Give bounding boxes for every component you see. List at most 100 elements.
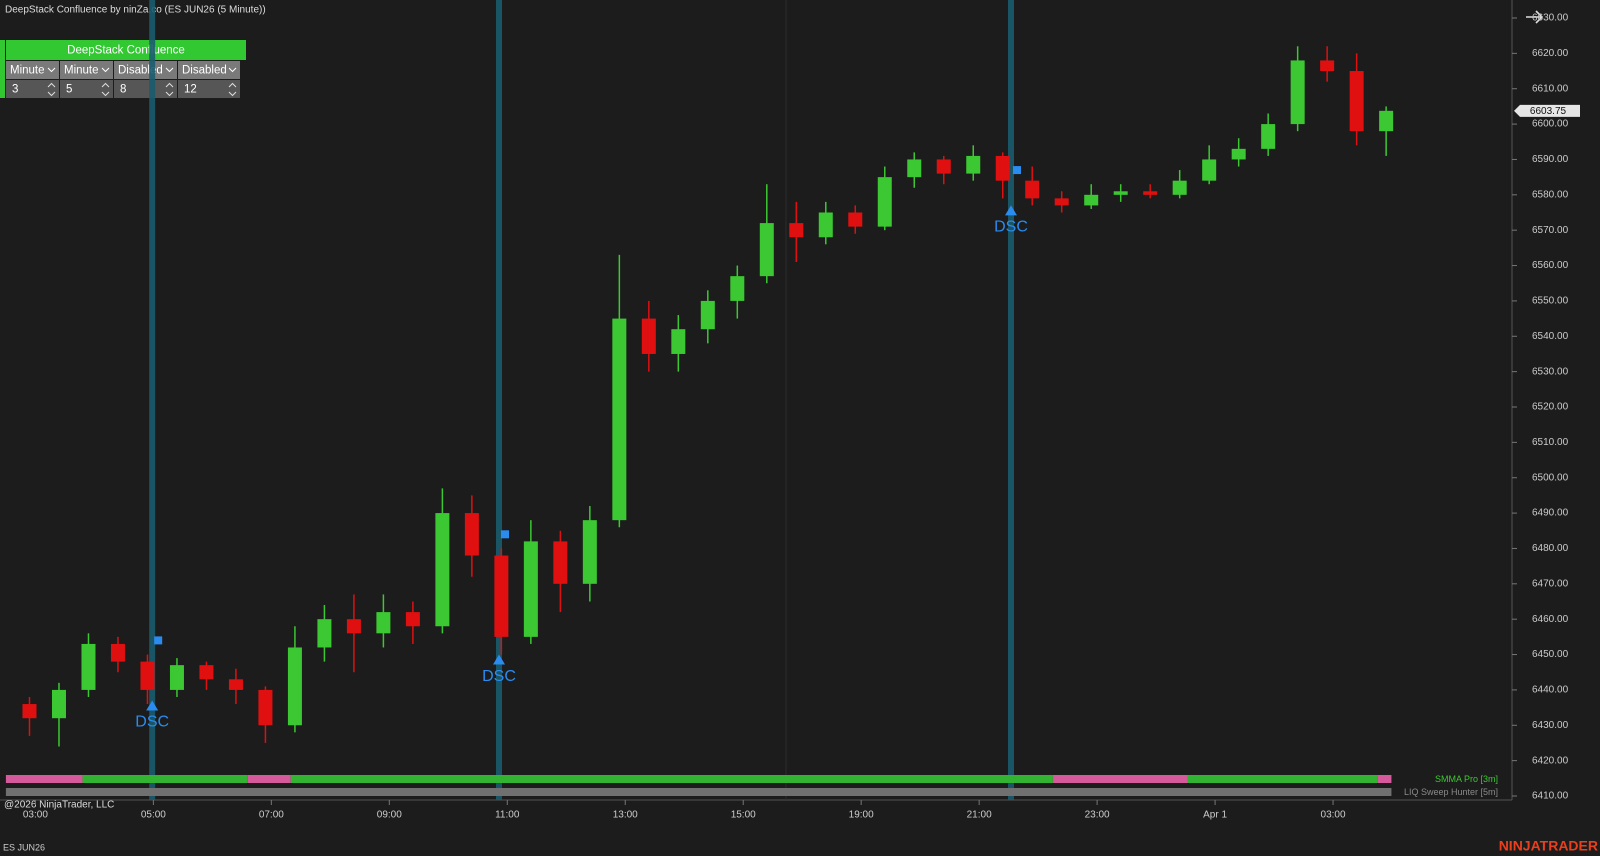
candle-body — [405, 612, 420, 627]
spinner — [101, 82, 110, 97]
number-input[interactable] — [178, 80, 240, 98]
dropdown-chevron — [101, 67, 110, 73]
candle-body — [848, 212, 863, 227]
x-tick-label: Apr 1 — [1203, 810, 1227, 821]
candle-body — [1025, 180, 1040, 199]
x-tick-label: 07:00 — [259, 810, 284, 821]
candle-body — [936, 159, 951, 174]
x-tick-label: 03:00 — [23, 810, 48, 821]
band-segment — [1377, 775, 1392, 783]
band-label: SMMA Pro [3m] — [1435, 774, 1498, 784]
y-tick-label: 6490.00 — [1532, 508, 1569, 519]
candle-body — [582, 520, 597, 584]
dropdown[interactable] — [114, 61, 177, 79]
dropdown[interactable] — [6, 61, 59, 79]
dropdown[interactable] — [60, 61, 113, 79]
y-tick-label: 6600.00 — [1532, 119, 1569, 130]
candle-body — [22, 704, 37, 719]
candle-body — [700, 300, 715, 330]
band-segment — [5, 788, 1392, 796]
y-tick-label: 6450.00 — [1532, 649, 1569, 660]
arrow-button[interactable] — [1526, 10, 1544, 24]
signal-line — [1007, 0, 1014, 800]
signal-square — [501, 530, 510, 539]
x-tick-label: 19:00 — [849, 810, 874, 821]
candle-body — [317, 619, 332, 648]
signal-line — [496, 0, 503, 800]
candle-body — [1113, 191, 1128, 195]
band-segment — [5, 775, 83, 783]
instrument: ES JUN26 — [3, 842, 45, 852]
candle-body — [494, 555, 509, 637]
panel-title: DeepStack Confluence — [67, 45, 185, 57]
logo: NINJATRADER — [1499, 838, 1598, 854]
y-tick-label: 6460.00 — [1532, 614, 1569, 625]
y-tick-label: 6500.00 — [1532, 472, 1569, 483]
candle-body — [523, 541, 538, 637]
number-input[interactable] — [60, 80, 113, 98]
settings-panel: DeepStack Confluence Minute 3 Minute 5 Disab… — [0, 40, 246, 98]
candle-body — [110, 643, 125, 662]
y-tick-label: 6630.00 — [1532, 13, 1569, 24]
x-tick-label: 03:00 — [1321, 810, 1346, 821]
x-tick-label: 15:00 — [731, 810, 756, 821]
y-tick-label: 6480.00 — [1532, 543, 1569, 554]
candle-body — [1172, 180, 1187, 195]
band-segment — [247, 775, 291, 783]
signal-label: DSC — [994, 219, 1028, 236]
x-tick-label: 11:00 — [495, 810, 520, 821]
candle-body — [1290, 60, 1305, 125]
band-label: LIQ Sweep Hunter [5m] — [1404, 787, 1498, 797]
signal-label: DSC — [135, 714, 169, 731]
dropdown-text: Disabled — [118, 65, 163, 77]
candle-body — [1379, 110, 1394, 132]
dropdown-chevron — [47, 67, 56, 73]
candle-body — [169, 665, 184, 690]
spinner — [228, 82, 237, 97]
candle-body — [1143, 191, 1158, 195]
signal-square — [1012, 166, 1021, 175]
candle-body — [376, 612, 391, 634]
signal-label: DSC — [482, 668, 516, 685]
candle-body — [1084, 194, 1099, 206]
number-text: 3 — [12, 84, 18, 96]
copyright: @2026 NinjaTrader, LLC — [4, 800, 114, 811]
y-tick-label: 6510.00 — [1532, 437, 1569, 448]
signal-arrow — [1004, 205, 1017, 216]
number-input[interactable] — [114, 80, 177, 98]
candle-body — [258, 689, 273, 726]
dropdown-text: Disabled — [182, 65, 227, 77]
dropdown[interactable] — [178, 61, 240, 79]
candle-body — [1261, 124, 1276, 149]
dropdown-text: Minute — [10, 65, 45, 77]
candle-body — [553, 541, 568, 584]
signal-arrow — [493, 654, 506, 665]
candle-body — [1320, 60, 1335, 72]
signal-line — [149, 0, 156, 800]
y-tick-label: 6420.00 — [1532, 755, 1569, 766]
y-tick-label: 6520.00 — [1532, 402, 1569, 413]
y-tick-label: 6580.00 — [1532, 189, 1569, 200]
number-text: 5 — [66, 84, 72, 96]
x-tick-label: 05:00 — [141, 810, 166, 821]
signal-arrow — [146, 700, 159, 711]
candle-body — [228, 679, 243, 690]
number-input[interactable] — [6, 80, 59, 98]
candle-body — [1054, 198, 1069, 206]
last-price-tag — [1514, 104, 1580, 117]
candle-body — [1202, 159, 1217, 181]
candle-body — [199, 665, 214, 680]
y-tick-label: 6620.00 — [1532, 48, 1569, 59]
spinner — [165, 82, 174, 97]
dropdown-chevron — [165, 67, 174, 73]
y-tick-label: 6560.00 — [1532, 260, 1569, 271]
panel-header — [6, 40, 246, 60]
candle-body — [789, 223, 804, 238]
candle-body — [730, 276, 745, 301]
chart-title: DeepStack Confluence by ninZa.co (ES JUN… — [5, 5, 266, 16]
y-tick-label: 6530.00 — [1532, 366, 1569, 377]
y-tick-label: 6610.00 — [1532, 83, 1569, 94]
dropdown-text: Minute — [64, 65, 99, 77]
